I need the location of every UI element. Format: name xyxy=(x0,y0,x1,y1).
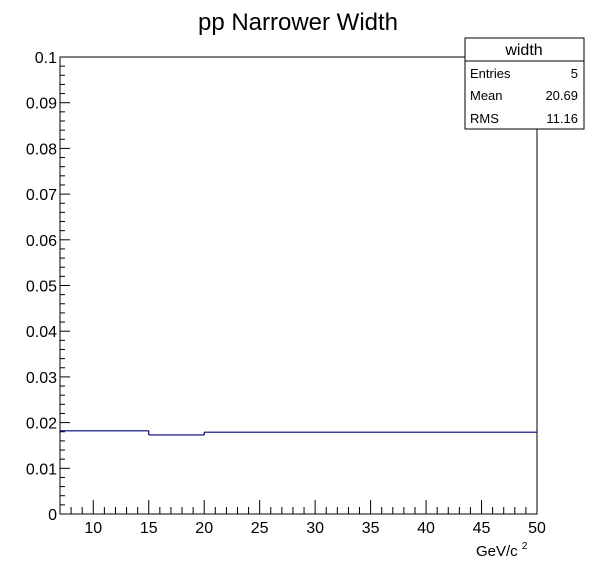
x-tick-label: 35 xyxy=(362,520,380,537)
x-tick-label: 50 xyxy=(528,520,546,537)
series-layer xyxy=(60,430,537,436)
y-tick-label: 0.04 xyxy=(26,324,57,341)
y-tick-label: 0.07 xyxy=(26,187,57,204)
y-tick-label: 0.02 xyxy=(26,416,57,433)
x-tick-label: 45 xyxy=(473,520,491,537)
stats-entries-value: 5 xyxy=(571,66,578,81)
x-axis-label: GeV/c 2 xyxy=(476,541,528,560)
y-tick-label: 0.09 xyxy=(26,96,57,113)
chart-title: pp Narrower Width xyxy=(198,9,398,36)
y-axis: 0 0.01 0.02 0.03 0.04 0.05 0.06 0.07 0.08 0.09 0.1 xyxy=(26,50,70,524)
y-tick-label: 0.05 xyxy=(26,279,57,296)
stats-box: width Entries 5 Mean 20.69 RMS 11.16 xyxy=(464,37,585,130)
y-tick-label: 0.01 xyxy=(26,461,57,478)
y-tick-label: 0.08 xyxy=(26,141,57,158)
stats-rms-label: RMS xyxy=(470,111,499,126)
stats-box-title: width xyxy=(504,42,542,59)
stats-mean-value: 20.69 xyxy=(545,88,578,103)
x-axis-label-text: GeV/c xyxy=(476,543,518,560)
y-tick-label: 0.03 xyxy=(26,370,57,387)
x-tick-label: 15 xyxy=(140,520,158,537)
x-tick-label: 25 xyxy=(251,520,269,537)
x-tick-label: 20 xyxy=(195,520,213,537)
x-axis: 10 15 20 25 30 35 40 45 50 xyxy=(59,500,546,537)
x-tick-label: 10 xyxy=(84,520,102,537)
y-tick-label: 0.06 xyxy=(26,233,57,250)
x-axis-label-superscript: 2 xyxy=(522,541,528,552)
y-tick-label: 0 xyxy=(48,507,57,524)
stats-box-frame xyxy=(464,37,585,130)
x-tick-label: 40 xyxy=(417,520,435,537)
x-tick-label: 30 xyxy=(306,520,324,537)
stats-rms-value: 11.16 xyxy=(546,111,578,126)
stats-entries-label: Entries xyxy=(470,66,511,81)
stats-mean-label: Mean xyxy=(470,88,503,103)
y-tick-label: 0.1 xyxy=(35,50,57,67)
